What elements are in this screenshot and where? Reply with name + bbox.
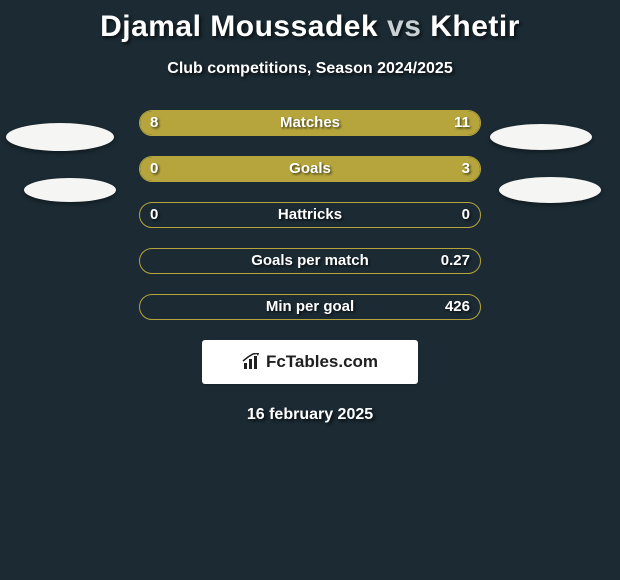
- bar-right-fill: [276, 111, 480, 135]
- side-ellipse: [24, 178, 116, 202]
- subtitle: Club competitions, Season 2024/2025: [0, 60, 620, 78]
- logo-box: FcTables.com: [202, 340, 418, 384]
- chart-icon: [242, 353, 262, 371]
- value-right: 3: [462, 156, 470, 182]
- stat-row: 00Hattricks: [0, 202, 620, 228]
- value-left: 8: [150, 110, 158, 136]
- bar-outline: [139, 202, 481, 228]
- stat-row: 426Min per goal: [0, 294, 620, 320]
- side-ellipse: [6, 123, 114, 151]
- value-right: 11: [454, 110, 470, 136]
- value-left: 0: [150, 156, 158, 182]
- player2-name: Khetir: [430, 10, 520, 43]
- comparison-infographic: Djamal Moussadek vs Khetir Club competit…: [0, 0, 620, 580]
- logo-text: FcTables.com: [266, 352, 378, 372]
- bar-left-fill: [140, 111, 276, 135]
- value-right: 0.27: [441, 248, 470, 274]
- side-ellipse: [499, 177, 601, 203]
- value-left: 0: [150, 202, 158, 228]
- page-title: Djamal Moussadek vs Khetir: [0, 0, 620, 44]
- value-right: 426: [445, 294, 470, 320]
- bar-outline: [139, 156, 481, 182]
- date-text: 16 february 2025: [0, 406, 620, 424]
- logo: FcTables.com: [242, 352, 378, 372]
- player1-name: Djamal Moussadek: [100, 10, 378, 43]
- vs-text: vs: [387, 10, 421, 43]
- bar-outline: [139, 248, 481, 274]
- side-ellipse: [490, 124, 592, 150]
- bar-outline: [139, 294, 481, 320]
- stat-row: 0.27Goals per match: [0, 248, 620, 274]
- value-right: 0: [462, 202, 470, 228]
- bar-outline: [139, 110, 481, 136]
- bar-right-fill: [159, 157, 480, 181]
